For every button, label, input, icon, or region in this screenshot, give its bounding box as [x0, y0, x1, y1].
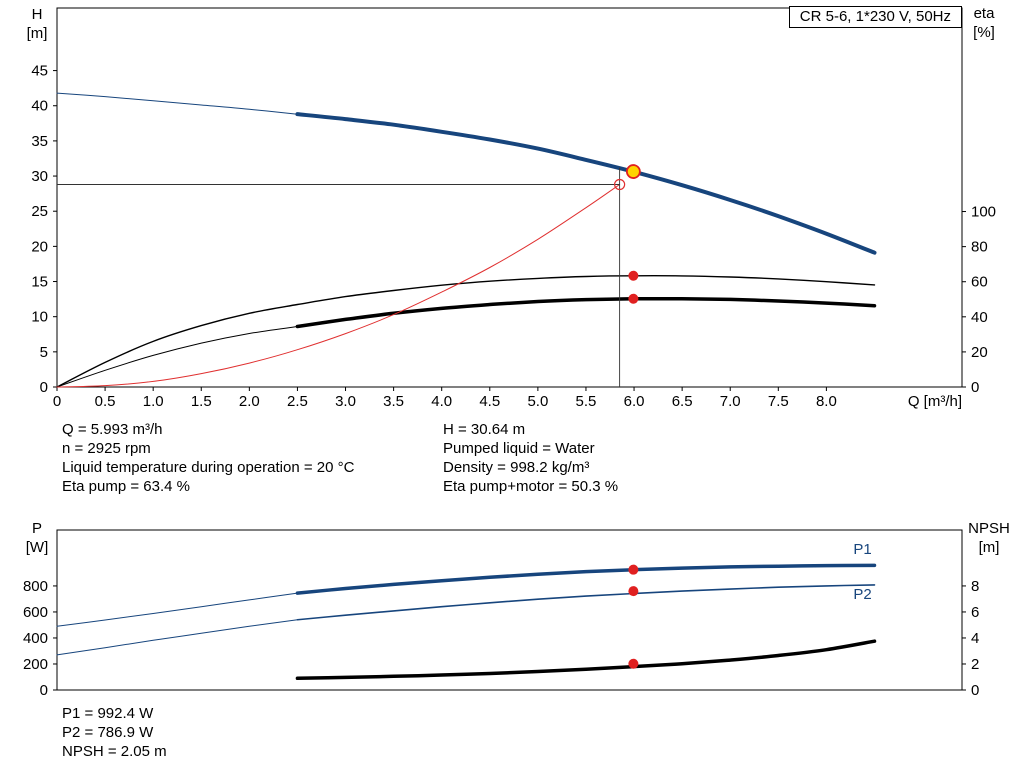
x-tick-label: 1.0 — [143, 393, 164, 410]
duty-point-marker — [625, 164, 641, 179]
x-tick-label: 7.0 — [720, 393, 741, 410]
info-pumped-liquid: Pumped liquid = Water — [443, 440, 595, 457]
info-p1: P1 = 992.4 W — [62, 705, 154, 722]
info-eta-pump-motor: Eta pump+motor = 50.3 % — [443, 478, 619, 495]
plot-frame — [56, 7, 963, 388]
curve-value-marker — [628, 293, 639, 304]
series-label-P2: P2 — [853, 586, 871, 603]
series-eta-pump-motor — [295, 296, 877, 329]
info-density: Density = 998.2 kg/m³ — [443, 459, 590, 476]
info-head: H = 30.64 m — [443, 421, 526, 438]
y-right-tick-label: 100 — [971, 204, 996, 221]
y-left-tick-label: 400 — [23, 630, 48, 647]
y-left-tick-label: 5 — [40, 344, 48, 361]
y-right-tick-label: 0 — [971, 379, 979, 396]
y-left-tick-label: 35 — [31, 133, 48, 150]
series-p2 — [296, 584, 876, 621]
power-info: P1 = 992.4 W P2 = 786.9 W NPSH = 2.05 m — [62, 704, 167, 761]
y-right-tick-label: 20 — [971, 344, 988, 361]
y-left-tick-label: 0 — [40, 682, 48, 699]
x-tick-label: 3.0 — [335, 393, 356, 410]
y-left-tick-label: 10 — [31, 309, 48, 326]
y-right-tick-label: 8 — [971, 578, 979, 595]
eta-axis-label: eta [%] — [973, 5, 995, 41]
system-point-marker — [614, 178, 626, 191]
y-left-tick-label: 20 — [31, 238, 48, 255]
x-tick-label: 0.5 — [95, 393, 116, 410]
series-p1-lead — [56, 592, 298, 627]
y-left-tick-label: 0 — [40, 379, 48, 396]
y-right-tick-label: 80 — [971, 239, 988, 256]
y-left-tick-label: 30 — [31, 168, 48, 185]
x-tick-label: 2.0 — [239, 393, 260, 410]
plot-frame — [56, 529, 963, 691]
x-tick-label: 6.0 — [624, 393, 645, 410]
y-left-tick-label: 40 — [31, 98, 48, 115]
pump-model-text: CR 5-6, 1*230 V, 50Hz — [799, 8, 951, 25]
x-tick-label: 0 — [53, 393, 61, 410]
info-p2: P2 = 786.9 W — [62, 724, 154, 741]
x-tick-label: 5.0 — [527, 393, 548, 410]
x-tick-label: 7.5 — [768, 393, 789, 410]
info-liquid-temperature: Liquid temperature during operation = 20… — [62, 459, 355, 476]
y-right-tick-label: 40 — [971, 309, 988, 326]
info-flow: Q = 5.993 m³/h — [62, 421, 163, 438]
curve-value-marker — [628, 270, 639, 281]
hq-eta-chart: 0 0.5 1.0 1.5 2.0 2.5 3.0 3.5 4.0 4.5 5.0 5.5 6.0 6.5… — [31, 7, 996, 410]
h-axis-label: H [m] — [26, 6, 48, 42]
x-tick-label: 2.5 — [287, 393, 308, 410]
curve-value-marker — [628, 586, 639, 597]
y-right-tick-label: 60 — [971, 274, 988, 291]
y-right-tick-label: 6 — [971, 604, 979, 621]
series-eta-pump — [56, 275, 876, 388]
curve-value-marker — [628, 564, 639, 575]
y-left-tick-label: 200 — [23, 656, 48, 673]
y-left-tick-label: 600 — [23, 604, 48, 621]
y-right-tick-label: 2 — [971, 656, 979, 673]
series-p2-lead — [56, 619, 298, 656]
x-tick-label: 5.5 — [576, 393, 597, 410]
npsh-axis-label: NPSH [m] — [968, 520, 1010, 556]
y-right-tick-label: 0 — [971, 682, 979, 699]
series-label-P1: P1 — [853, 541, 871, 558]
x-tick-label: 1.5 — [191, 393, 212, 410]
series-system-curve — [56, 184, 621, 388]
info-npsh: NPSH = 2.05 m — [62, 743, 167, 760]
y-left-tick-label: 15 — [31, 274, 48, 291]
y-left-tick-label: 45 — [31, 63, 48, 80]
y-left-tick-label: 25 — [31, 203, 48, 220]
power-npsh-chart: 0 200 400 600 800 0 2 4 6 8 P1 P2 — [23, 529, 979, 699]
y-right-tick-label: 4 — [971, 630, 979, 647]
x-axis-title: Q [m³/h] — [908, 393, 962, 410]
x-tick-label: 4.5 — [479, 393, 500, 410]
info-speed: n = 2925 rpm — [62, 440, 151, 457]
series-npsh — [295, 639, 877, 681]
duty-info-right: H = 30.64 m Pumped liquid = Water Densit… — [443, 420, 618, 496]
y-left-tick-label: 800 — [23, 578, 48, 595]
series-pump-curve-lead — [56, 92, 298, 115]
x-tick-label: 3.5 — [383, 393, 404, 410]
info-eta-pump: Eta pump = 63.4 % — [62, 478, 190, 495]
p-axis-label: P [W] — [25, 520, 49, 556]
series-eta-pump-motor-lead — [56, 326, 298, 388]
x-tick-label: 6.5 — [672, 393, 693, 410]
pump-model-badge: CR 5-6, 1*230 V, 50Hz — [788, 6, 962, 28]
curve-value-marker — [628, 658, 639, 669]
x-tick-label: 8.0 — [816, 393, 837, 410]
series-pump-curve — [295, 112, 877, 255]
series-p1 — [295, 563, 877, 595]
x-tick-label: 4.0 — [431, 393, 452, 410]
duty-info-left: Q = 5.993 m³/h n = 2925 rpm Liquid tempe… — [62, 420, 354, 496]
